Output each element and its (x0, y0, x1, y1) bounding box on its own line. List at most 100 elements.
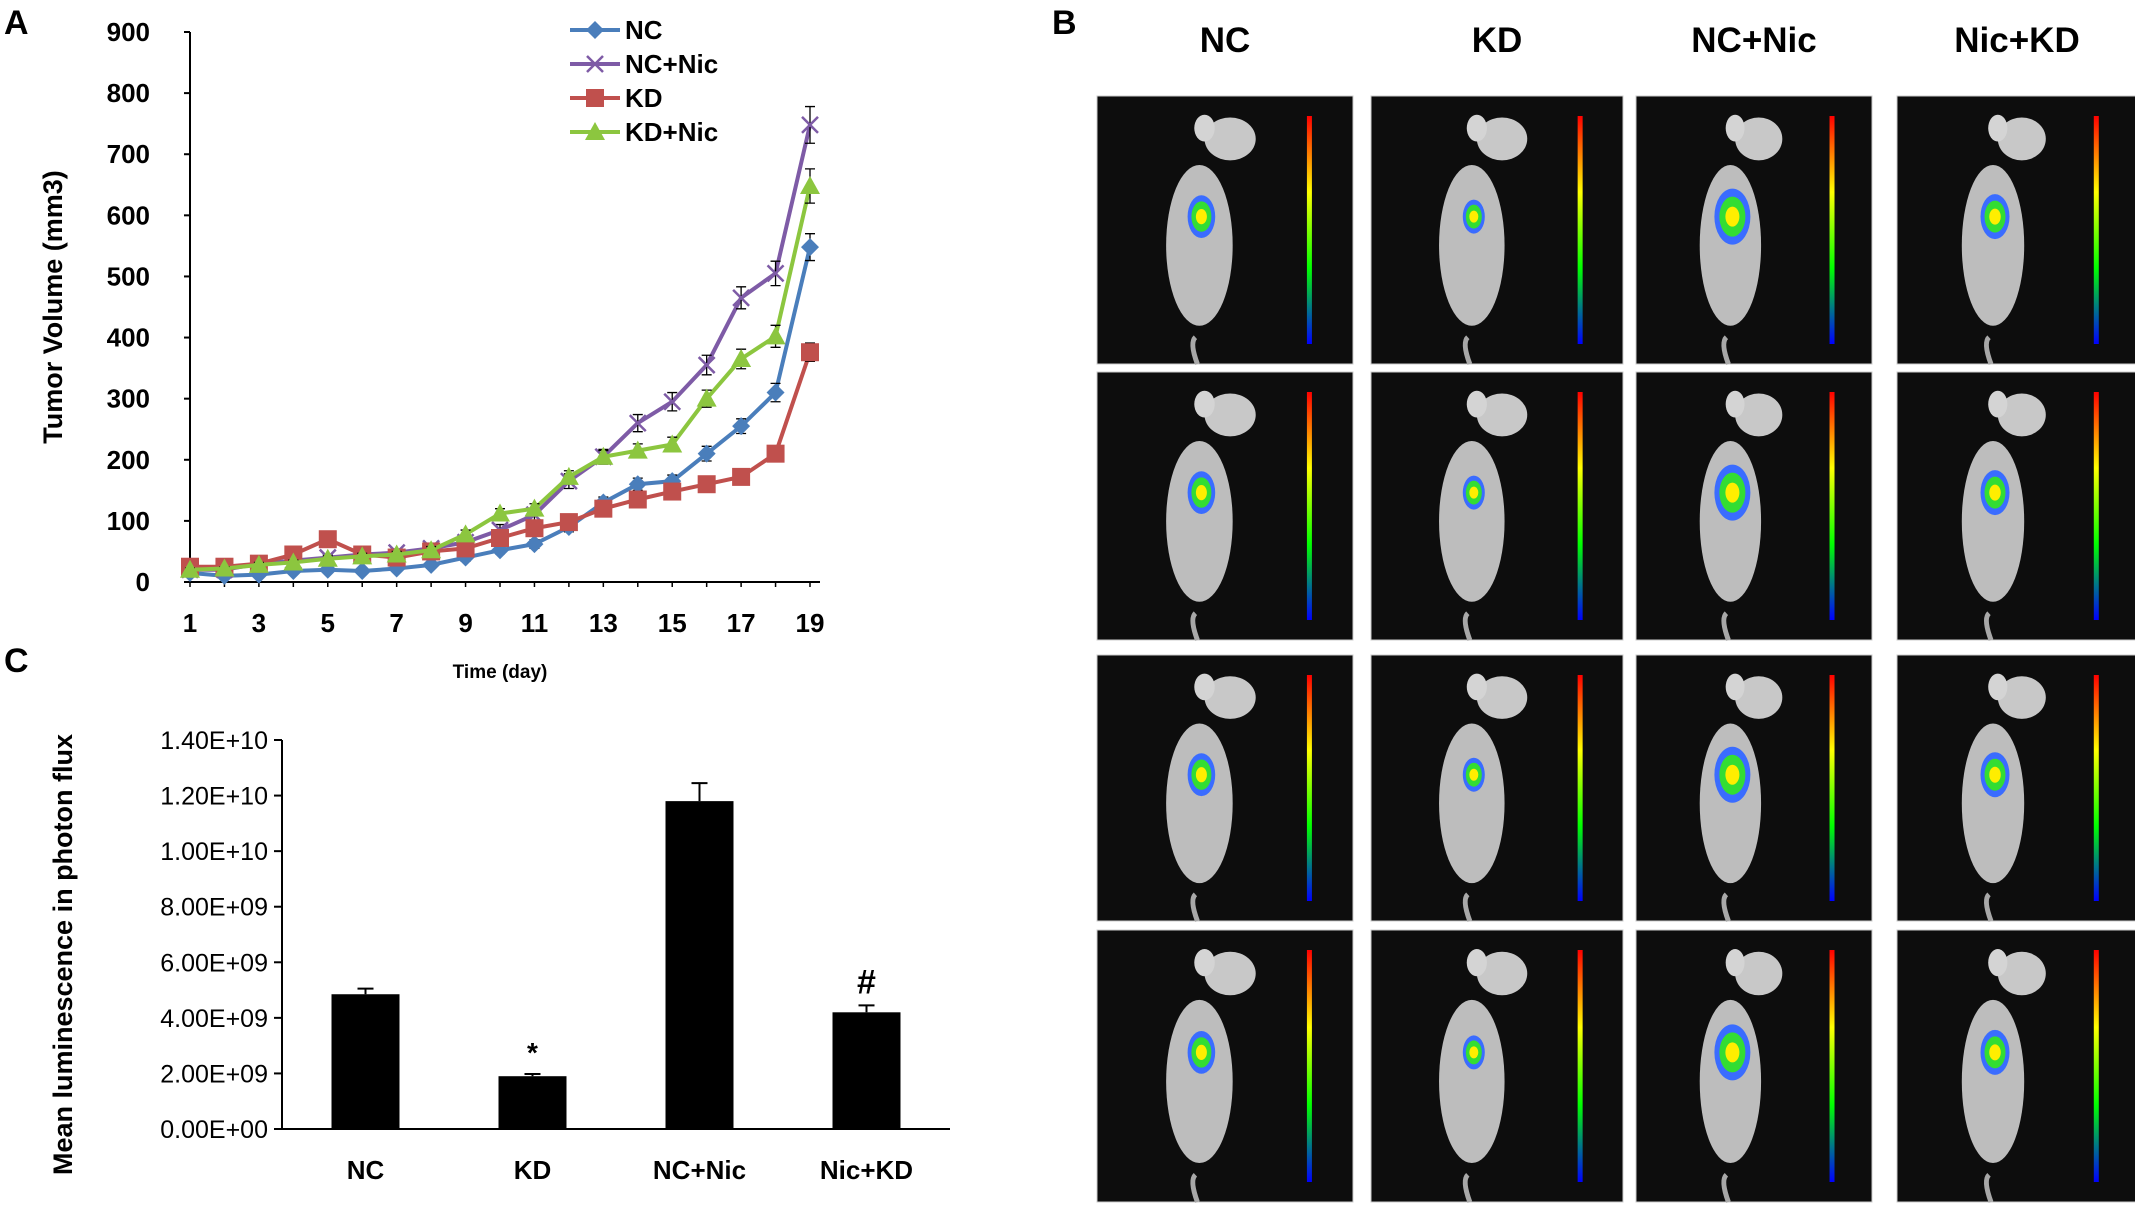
legend: NC NC+Nic KD KD+Nic (570, 15, 718, 147)
mouse-tail (1983, 892, 1994, 922)
legend-label: NC (625, 15, 663, 45)
imaging-panel (1896, 929, 2135, 1203)
error-bar (691, 782, 708, 802)
color-scale-bar (1306, 950, 1312, 1182)
mouse-body (1439, 440, 1505, 602)
imaging-panel (1370, 95, 1624, 365)
mouse-tail (1983, 335, 1994, 365)
mouse-body (1166, 723, 1233, 884)
imaging-panel (1370, 929, 1624, 1203)
data-point (697, 444, 716, 463)
data-point (456, 539, 475, 558)
mouse-head (1997, 393, 2046, 437)
color-scale-bar (2093, 950, 2099, 1182)
mouse-tail (1721, 1172, 1731, 1203)
x-tick-label: 3 (252, 608, 266, 638)
bar-group-nic-kd: # Nic+KD (820, 963, 913, 1185)
imaging-panel (1370, 654, 1624, 922)
signal-blob (1469, 486, 1479, 499)
mouse-head (1204, 393, 1256, 437)
y-tick-label: 6.00E+09 (160, 949, 268, 977)
mouse-ear (1988, 114, 2008, 142)
signal-blob (1469, 210, 1479, 223)
y-tick-label: 700 (107, 139, 150, 169)
data-point (318, 530, 337, 549)
legend-label: KD+Nic (625, 117, 718, 147)
mouse-head (1476, 676, 1528, 719)
bioluminescence-imaging-grid: NC KD NC+Nic Nic+KD (1096, 21, 2135, 1203)
data-point (525, 519, 544, 538)
mouse-ear (1194, 390, 1215, 418)
mouse-head (1997, 951, 2046, 996)
color-scale-bar (1577, 392, 1583, 620)
color-scale-bar (1577, 950, 1583, 1182)
data-point (317, 548, 338, 567)
data-point (248, 554, 269, 573)
x-tick-label: 13 (589, 608, 618, 638)
y-tick-label: 300 (107, 384, 150, 414)
significance-marker: * (527, 1037, 538, 1068)
data-point (214, 558, 235, 577)
data-point (696, 388, 717, 407)
data-point (421, 540, 442, 559)
y-tick-label: 1.40E+10 (160, 727, 268, 755)
bar (832, 1012, 901, 1129)
error-bar (357, 987, 374, 995)
data-point (628, 475, 647, 494)
data-point (593, 446, 614, 465)
signal-blob (1195, 767, 1207, 783)
mouse-ear (1988, 949, 2008, 977)
signal-blob (1469, 1046, 1479, 1059)
data-point (585, 122, 605, 140)
mouse-body (1699, 999, 1762, 1164)
series-line (190, 124, 812, 572)
data-point (628, 414, 647, 432)
data-point (801, 238, 819, 257)
data-point (586, 89, 604, 107)
data-point (765, 326, 786, 345)
series-nc (181, 233, 819, 585)
y-tick-label: 2.00E+09 (160, 1060, 268, 1088)
y-tick-label: 1.20E+10 (160, 783, 268, 811)
imaging-panel (1096, 95, 1354, 365)
mouse-ear (1988, 390, 2008, 418)
data-point (766, 383, 785, 402)
panel-a-label: A (4, 4, 29, 42)
mouse-ear (1725, 949, 1745, 977)
mouse-head (1204, 951, 1256, 996)
mouse-body (1961, 440, 2025, 602)
column-header: KD (1472, 21, 1523, 60)
mouse-head (1735, 117, 1783, 161)
imaging-panel (1635, 371, 1873, 641)
signal-blob (1469, 768, 1479, 781)
signal-blob (1725, 482, 1740, 503)
mouse-tail (1721, 335, 1731, 365)
legend-label: KD (625, 83, 663, 113)
data-point (801, 343, 819, 362)
x-axis-title: Time (day) (453, 662, 548, 683)
x-tick-label: 11 (521, 608, 549, 638)
data-point (628, 490, 647, 509)
mouse-head (1476, 393, 1528, 437)
data-point (662, 434, 683, 453)
mouse-body (1166, 999, 1233, 1164)
imaging-panel (1896, 654, 2135, 922)
mouse-tail (1190, 335, 1200, 365)
y-tick-label: 500 (107, 261, 150, 291)
mouse-ear (1194, 949, 1215, 977)
data-point (663, 482, 682, 501)
data-point (586, 55, 604, 73)
data-point (594, 499, 613, 518)
mouse-ear (1194, 114, 1215, 142)
y-axis-title: Tumor Volume (mm3) (38, 170, 68, 444)
signal-blob (1195, 209, 1207, 225)
column-header: Nic+KD (1954, 21, 2079, 60)
mouse-head (1204, 676, 1256, 719)
mouse-tail (1190, 611, 1200, 641)
color-scale-bar (1306, 116, 1312, 344)
category-label: Nic+KD (820, 1155, 913, 1185)
panel-b-label: B (1052, 4, 1077, 42)
mouse-tail (1462, 892, 1473, 922)
bar (331, 994, 400, 1129)
mouse-ear (1194, 673, 1215, 701)
